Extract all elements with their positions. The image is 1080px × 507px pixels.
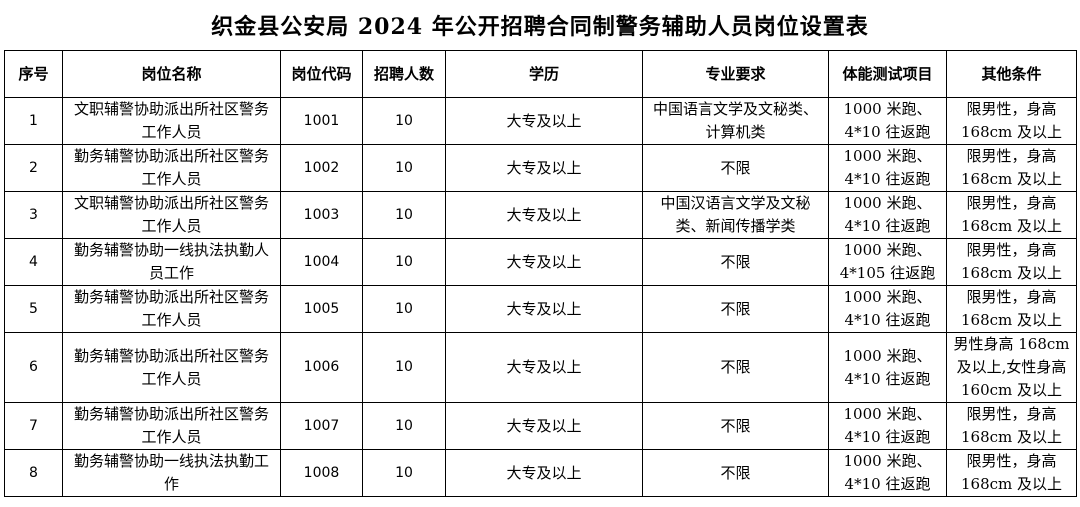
header-other-conditions: 其他条件	[946, 50, 1077, 98]
row-fitness-test: 1000 米跑、4*10 往返跑	[828, 449, 947, 497]
row-fitness-test: 1000 米跑、4*10 往返跑	[828, 97, 947, 145]
table-row: 8 勤务辅警协助一线执法执勤工作 1008 10 大专及以上 不限 1000 米…	[4, 449, 1077, 497]
row-position-name: 文职辅警协助派出所社区警务工作人员	[62, 191, 281, 239]
row-fitness-test: 1000 米跑、4*10 往返跑	[828, 285, 947, 333]
row-other-conditions: 限男性，身高168cm 及以上	[946, 191, 1077, 239]
positions-table: 序号 岗位名称 岗位代码 招聘人数 学历 专业要求 体能测试项目 其他条件 1 …	[4, 50, 1077, 497]
table-row: 6 勤务辅警协助派出所社区警务工作人员 1006 10 大专及以上 不限 100…	[4, 332, 1077, 403]
header-major: 专业要求	[642, 50, 829, 98]
header-fitness-test: 体能测试项目	[828, 50, 947, 98]
row-position-name: 文职辅警协助派出所社区警务工作人员	[62, 97, 281, 145]
row-other-conditions: 限男性，身高168cm 及以上	[946, 238, 1077, 286]
table-row: 4 勤务辅警协助一线执法执勤人员工作 1004 10 大专及以上 不限 1000…	[4, 238, 1077, 286]
header-no: 序号	[4, 50, 63, 98]
row-fitness-test: 1000 米跑、4*10 往返跑	[828, 402, 947, 450]
row-no: 2	[4, 144, 63, 192]
row-headcount: 10	[362, 402, 446, 450]
row-position-code: 1007	[280, 402, 363, 450]
row-other-conditions: 限男性，身高168cm 及以上	[946, 144, 1077, 192]
row-fitness-test: 1000 米跑、4*10 往返跑	[828, 144, 947, 192]
row-position-name: 勤务辅警协助派出所社区警务工作人员	[62, 332, 281, 403]
row-position-code: 1006	[280, 332, 363, 403]
row-no: 6	[4, 332, 63, 403]
row-headcount: 10	[362, 238, 446, 286]
row-position-name: 勤务辅警协助派出所社区警务工作人员	[62, 285, 281, 333]
table-row: 3 文职辅警协助派出所社区警务工作人员 1003 10 大专及以上 中国汉语言文…	[4, 191, 1077, 239]
row-headcount: 10	[362, 97, 446, 145]
row-major: 不限	[642, 332, 829, 403]
row-no: 4	[4, 238, 63, 286]
row-education: 大专及以上	[445, 238, 643, 286]
document-title: 织金县公安局 2024 年公开招聘合同制警务辅助人员岗位设置表	[211, 14, 869, 40]
row-position-code: 1004	[280, 238, 363, 286]
row-education: 大专及以上	[445, 332, 643, 403]
row-major: 不限	[642, 449, 829, 497]
row-education: 大专及以上	[445, 449, 643, 497]
row-position-code: 1008	[280, 449, 363, 497]
header-headcount: 招聘人数	[362, 50, 446, 98]
row-position-code: 1001	[280, 97, 363, 145]
row-major: 不限	[642, 238, 829, 286]
row-major: 不限	[642, 144, 829, 192]
row-no: 8	[4, 449, 63, 497]
row-education: 大专及以上	[445, 191, 643, 239]
row-education: 大专及以上	[445, 402, 643, 450]
row-no: 3	[4, 191, 63, 239]
row-major: 中国语言文学及文秘类、计算机类	[642, 97, 829, 145]
row-headcount: 10	[362, 191, 446, 239]
row-position-code: 1005	[280, 285, 363, 333]
row-position-code: 1002	[280, 144, 363, 192]
row-position-code: 1003	[280, 191, 363, 239]
row-education: 大专及以上	[445, 97, 643, 145]
row-other-conditions: 男性身高 168cm 及以上,女性身高 160cm 及以上	[946, 332, 1077, 403]
row-fitness-test: 1000 米跑、4*10 往返跑	[828, 332, 947, 403]
table-row: 1 文职辅警协助派出所社区警务工作人员 1001 10 大专及以上 中国语言文学…	[4, 97, 1077, 145]
row-major: 不限	[642, 402, 829, 450]
row-no: 1	[4, 97, 63, 145]
row-other-conditions: 限男性，身高168cm 及以上	[946, 402, 1077, 450]
row-other-conditions: 限男性，身高168cm 及以上	[946, 97, 1077, 145]
table-row: 2 勤务辅警协助派出所社区警务工作人员 1002 10 大专及以上 不限 100…	[4, 144, 1077, 192]
row-fitness-test: 1000 米跑、4*10 往返跑	[828, 191, 947, 239]
row-fitness-test: 1000 米跑、4*105 往返跑	[828, 238, 947, 286]
row-position-name: 勤务辅警协助一线执法执勤工作	[62, 449, 281, 497]
row-headcount: 10	[362, 332, 446, 403]
row-position-name: 勤务辅警协助一线执法执勤人员工作	[62, 238, 281, 286]
row-education: 大专及以上	[445, 144, 643, 192]
row-other-conditions: 限男性，身高168cm 及以上	[946, 285, 1077, 333]
row-position-name: 勤务辅警协助派出所社区警务工作人员	[62, 402, 281, 450]
row-position-name: 勤务辅警协助派出所社区警务工作人员	[62, 144, 281, 192]
header-position-code: 岗位代码	[280, 50, 363, 98]
row-headcount: 10	[362, 449, 446, 497]
header-row: 序号 岗位名称 岗位代码 招聘人数 学历 专业要求 体能测试项目 其他条件	[4, 50, 1077, 98]
row-other-conditions: 限男性，身高168cm 及以上	[946, 449, 1077, 497]
header-education: 学历	[445, 50, 643, 98]
row-no: 5	[4, 285, 63, 333]
row-headcount: 10	[362, 144, 446, 192]
row-headcount: 10	[362, 285, 446, 333]
row-major: 不限	[642, 285, 829, 333]
row-no: 7	[4, 402, 63, 450]
header-position-name: 岗位名称	[62, 50, 281, 98]
row-education: 大专及以上	[445, 285, 643, 333]
table-row: 5 勤务辅警协助派出所社区警务工作人员 1005 10 大专及以上 不限 100…	[4, 285, 1077, 333]
row-major: 中国汉语言文学及文秘类、新闻传播学类	[642, 191, 829, 239]
table-row: 7 勤务辅警协助派出所社区警务工作人员 1007 10 大专及以上 不限 100…	[4, 402, 1077, 450]
